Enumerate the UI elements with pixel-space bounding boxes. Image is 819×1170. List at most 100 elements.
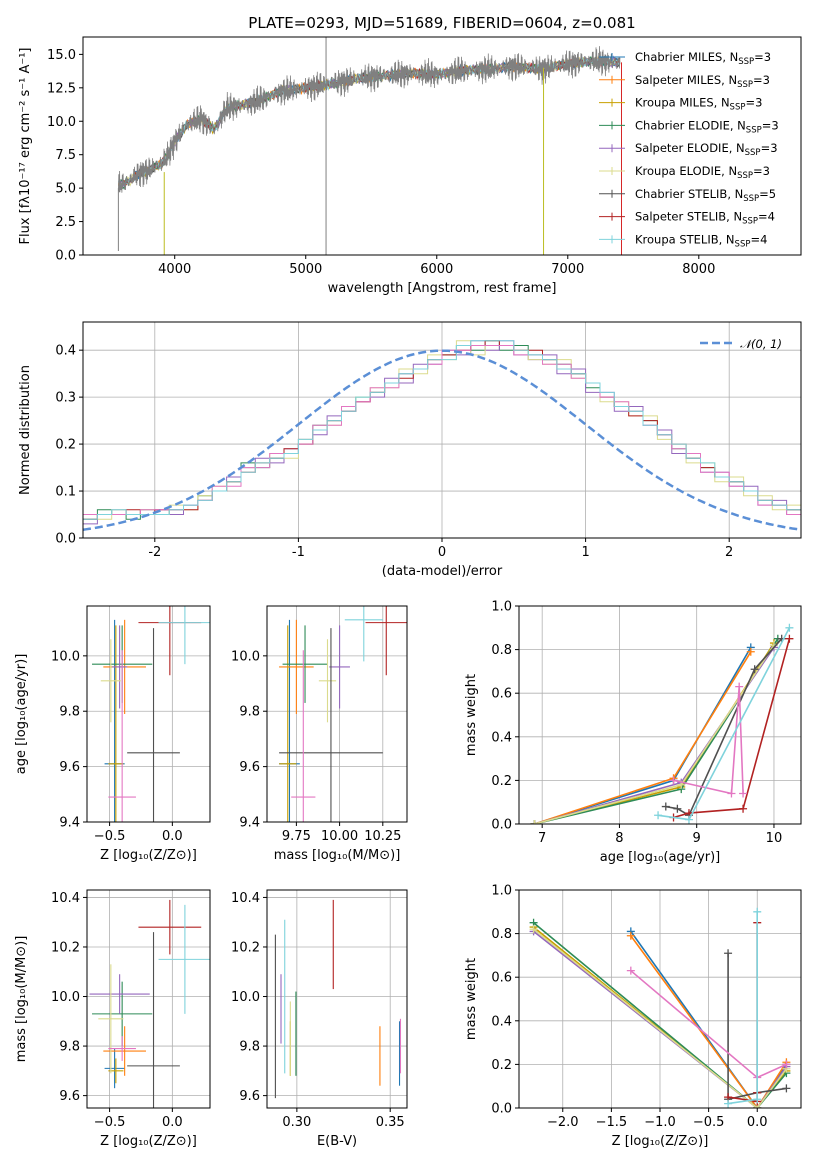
- legend: Chabrier MILES, NSSP=3 Salpeter MILES, NS…: [599, 50, 779, 249]
- panel-age-vs-Z: −0.5 0.0 9.4 9.6 9.8 10.0 Z [log₁₀(Z/Z⊙)] age […: [14, 605, 211, 863]
- weight-line-1: [630, 935, 788, 1108]
- y-tick-label: 9.6: [59, 1089, 80, 1104]
- x-tick-label: 2: [725, 545, 733, 560]
- y-tick-label: 0.0: [491, 1102, 512, 1117]
- y-tick-label: 9.6: [239, 760, 260, 775]
- x-axis-label: mass [log₁₀(M/M⊙)]: [274, 848, 401, 863]
- x-axis-label: Z [log₁₀(Z/Z⊙)]: [100, 848, 197, 863]
- weight-marker-8-2: [735, 682, 744, 691]
- plot-area: [83, 340, 801, 538]
- weight-line-6: [727, 953, 787, 1101]
- y-axis-label: mass weight: [464, 958, 479, 1040]
- weight-line-5: [533, 928, 788, 1108]
- x-tick-label: 0: [438, 545, 446, 560]
- y-tick-label: 0.6: [491, 971, 512, 986]
- errorbar-point-6: [127, 932, 180, 1108]
- plot-area: [89, 899, 210, 1108]
- panel-mass-vs-Z: −0.5 0.0 9.6 9.8 10.0 10.2 10.4 Z [log₁₀(Z/Z⊙)]…: [14, 889, 211, 1149]
- errorbar-point-2: [108, 625, 124, 822]
- errorbar-point-5: [98, 964, 124, 1074]
- y-tick-label: 9.8: [59, 1040, 80, 1055]
- y-tick-label: 0.1: [55, 485, 76, 500]
- errorbar-point-6: [127, 628, 180, 822]
- weight-line-8: [673, 686, 744, 795]
- x-tick-label: 0.30: [282, 1115, 311, 1130]
- y-tick-label: 10.4: [231, 891, 260, 906]
- plot-area: [274, 899, 402, 1099]
- weight-marker-8-1: [727, 789, 736, 798]
- y-tick-label: 0.3: [55, 391, 76, 406]
- y-axis-label: Normed distribution: [18, 365, 33, 495]
- y-tick-label: 9.6: [239, 1089, 260, 1104]
- weight-marker-6-0: [724, 949, 733, 958]
- x-tick-label: -1: [292, 545, 305, 560]
- y-tick-label: 9.8: [59, 705, 80, 720]
- errorbar-point-9: [158, 606, 210, 665]
- axes-frame: [518, 605, 802, 825]
- y-tick-label: 9.6: [59, 760, 80, 775]
- y-tick-label: 0.6: [491, 687, 512, 702]
- y-tick-label: 9.8: [239, 1040, 260, 1055]
- y-tick-label: 10.4: [51, 891, 80, 906]
- y-tick-label: 12.5: [47, 81, 76, 96]
- y-tick-label: 0.0: [55, 532, 76, 547]
- y-tick-label: 0.8: [491, 927, 512, 942]
- x-tick-label: −0.5: [94, 1115, 126, 1130]
- plot-area: [117, 37, 622, 255]
- weight-marker-9-1: [684, 815, 693, 824]
- weight-marker-9-2: [785, 623, 794, 632]
- errorbar-point-5: [100, 639, 121, 723]
- x-tick-label: −0.5: [94, 829, 126, 844]
- x-tick-label: 0.0: [162, 1115, 183, 1130]
- y-tick-label: 0.4: [491, 1014, 512, 1029]
- x-tick-label: 0.35: [376, 1115, 405, 1130]
- y-axis-label: Flux [fλ10⁻¹⁷ erg cm⁻² s⁻¹ A⁻¹]: [18, 48, 33, 245]
- axes-frame: [86, 605, 211, 823]
- weight-marker-5-0: [529, 925, 538, 934]
- y-tick-label: 10.0: [51, 990, 80, 1005]
- data-spectrum-line: [118, 46, 621, 193]
- legend-label-0: Chabrier MILES, NSSP=3: [635, 50, 771, 67]
- plot-area: [279, 606, 407, 822]
- weight-marker-8-0: [626, 966, 635, 975]
- x-tick-label: 10.25: [364, 829, 401, 844]
- errorbar-point-7: [138, 899, 202, 955]
- y-tick-label: 10.0: [51, 649, 80, 664]
- errorbar-point-6: [279, 628, 383, 822]
- legend-label-3: Chabrier ELODIE, NSSP=3: [635, 118, 779, 135]
- x-tick-label: 7000: [551, 262, 584, 277]
- x-tick-label: −0.5: [693, 1115, 725, 1130]
- errorbar-point-4: [89, 974, 150, 1014]
- normal-curve: [83, 349, 801, 532]
- y-tick-label: 5.0: [55, 182, 76, 197]
- errorbar-point-0: [104, 1048, 125, 1089]
- y-tick-label: 0.2: [491, 774, 512, 789]
- y-tick-label: 9.8: [239, 705, 260, 720]
- errorbar-point-9: [158, 904, 210, 1014]
- weight-marker-8-2: [782, 1060, 791, 1069]
- axes-frame: [86, 889, 211, 1109]
- weight-line-3: [533, 922, 788, 1108]
- x-tick-label: 10: [766, 831, 783, 846]
- x-axis-label: (data-model)/error: [382, 564, 503, 579]
- weight-marker-9-0: [654, 811, 663, 820]
- x-axis-label: E(B-V): [317, 1134, 357, 1149]
- errorbar-point-4: [329, 625, 350, 709]
- y-tick-label: 10.0: [47, 115, 76, 130]
- y-tick-label: 0.4: [55, 344, 76, 359]
- plot-area: [530, 623, 794, 824]
- y-tick-label: 7.5: [55, 148, 76, 163]
- weight-marker-9-1: [753, 1095, 762, 1104]
- weight-marker-5-0: [530, 820, 539, 824]
- x-axis-label: wavelength [Angstrom, rest frame]: [328, 281, 557, 296]
- y-tick-label: 15.0: [47, 48, 76, 63]
- x-tick-label: 0.0: [747, 1115, 768, 1130]
- x-tick-label: −1.5: [596, 1115, 628, 1130]
- weight-marker-7-2: [739, 804, 748, 813]
- weight-marker-9-0: [724, 1099, 733, 1108]
- x-tick-label: 9: [693, 831, 701, 846]
- legend-label-6: Chabrier STELIB, NSSP=5: [635, 187, 776, 204]
- y-tick-label: 0.0: [55, 249, 76, 264]
- x-tick-label: −1.0: [644, 1115, 676, 1130]
